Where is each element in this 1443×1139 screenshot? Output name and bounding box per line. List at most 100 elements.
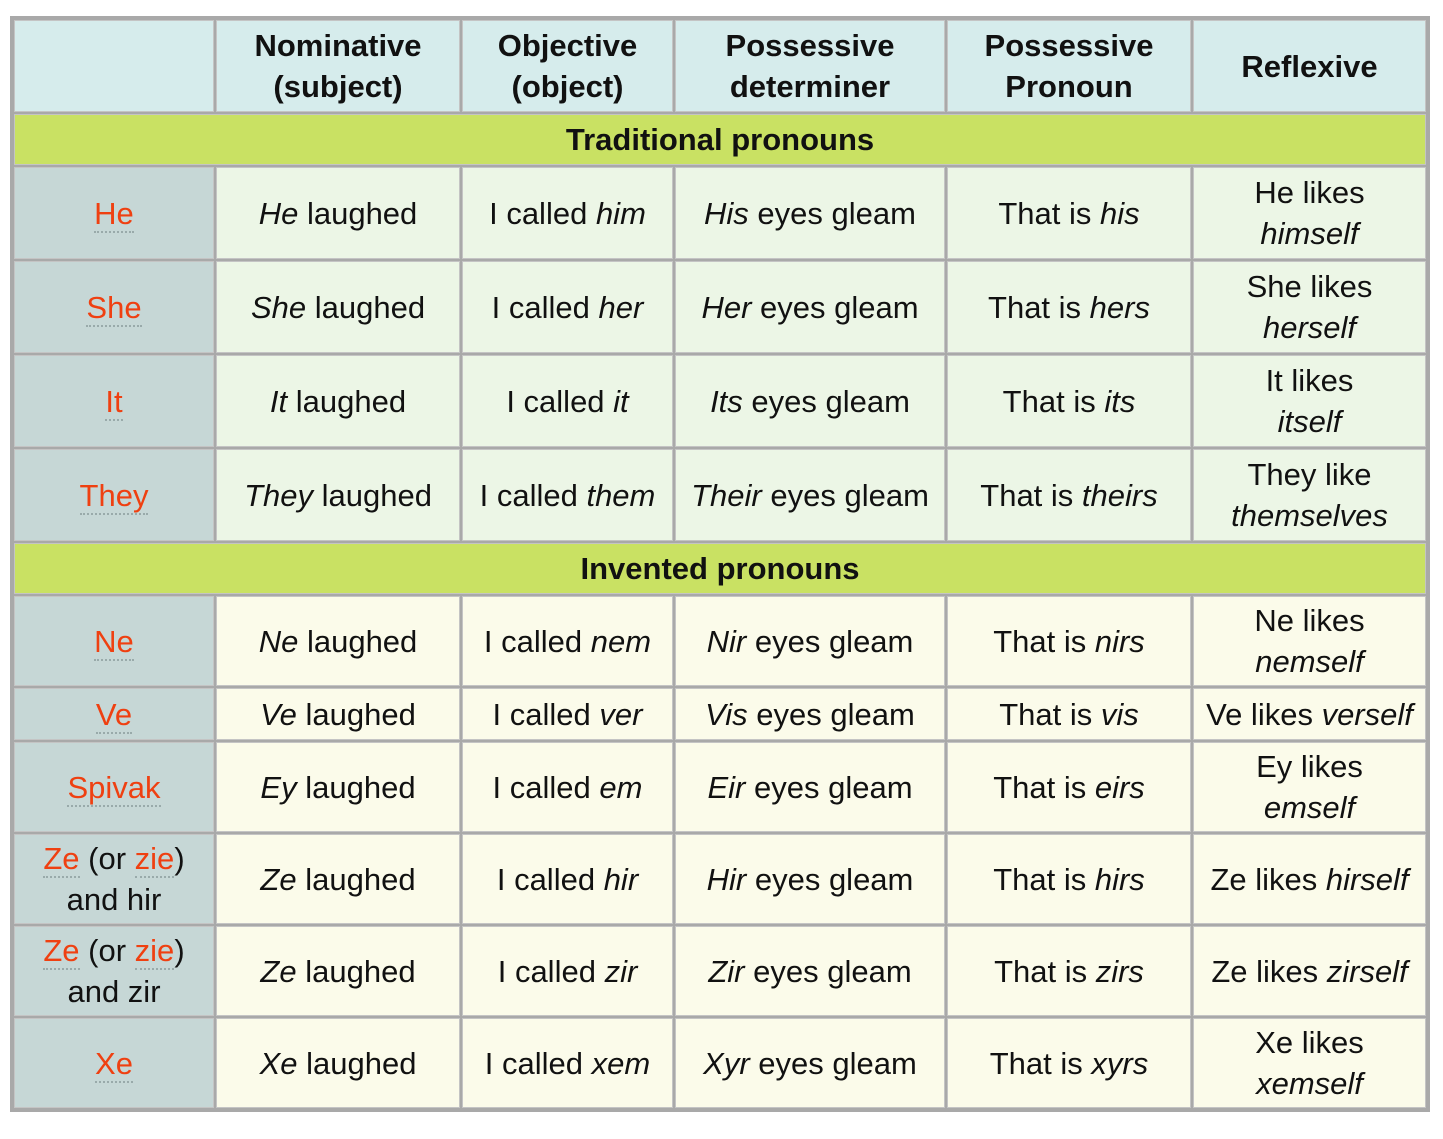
header-cell: Nominative (subject) xyxy=(216,20,460,112)
cell-italic: It xyxy=(269,383,288,419)
objective-cell: I called ver xyxy=(462,688,673,740)
cell-italic: himself xyxy=(1260,216,1359,251)
header-line: Objective xyxy=(497,28,638,63)
cell-italic: They xyxy=(244,477,313,513)
cell-italic: his xyxy=(1100,195,1140,231)
cell-italic: xem xyxy=(591,1045,651,1081)
objective-cell: I called hir xyxy=(462,834,673,924)
cell-text: They like xyxy=(1247,457,1372,492)
nominative-cell: Ne laughed xyxy=(216,596,460,686)
cell-text: laughed xyxy=(312,477,432,513)
reflexive-cell: Ze likes zirself xyxy=(1193,926,1426,1016)
nominative-cell: Ve laughed xyxy=(216,688,460,740)
section-title: Invented pronouns xyxy=(14,543,1426,594)
possessive-determiner-cell: Their eyes gleam xyxy=(675,449,945,541)
cell-text: I called xyxy=(496,861,604,897)
nominative-cell: Ey laughed xyxy=(216,742,460,832)
cell-text: eyes gleam xyxy=(749,1045,917,1081)
cell-italic: eirs xyxy=(1094,769,1145,805)
cell-italic: vis xyxy=(1100,696,1139,732)
cell-text: eyes gleam xyxy=(744,953,912,989)
possessive-pronoun-cell: That is eirs xyxy=(947,742,1191,832)
nominative-cell: It laughed xyxy=(216,355,460,447)
cell-italic: verself xyxy=(1321,696,1413,732)
possessive-determiner-cell: Nir eyes gleam xyxy=(675,596,945,686)
cell-italic: Zir xyxy=(708,953,745,989)
header-line: Pronoun xyxy=(1005,69,1133,104)
reflexive-cell: Ze likes hirself xyxy=(1193,834,1426,924)
pronoun-label: Xe xyxy=(14,1018,214,1108)
cell-italic: nirs xyxy=(1094,623,1145,659)
label-text: and hir xyxy=(66,882,162,917)
pronoun-table: Nominative (subject) Objective (object) Poss… xyxy=(10,16,1430,1112)
reflexive-cell: She likes herself xyxy=(1193,261,1426,353)
reflexive-cell: Ve likes verself xyxy=(1193,688,1426,740)
cell-text: I called xyxy=(479,477,587,513)
nominative-cell: They laughed xyxy=(216,449,460,541)
cell-italic: herself xyxy=(1262,310,1357,345)
possessive-pronoun-cell: That is theirs xyxy=(947,449,1191,541)
cell-text: That is xyxy=(993,623,1095,659)
possessive-pronoun-cell: That is vis xyxy=(947,688,1191,740)
cell-text: He likes xyxy=(1254,175,1365,210)
cell-text: eyes gleam xyxy=(747,696,915,732)
cell-italic: Ey xyxy=(260,769,297,805)
cell-text: It likes xyxy=(1265,363,1354,398)
header-cell: Possessive determiner xyxy=(675,20,945,112)
cell-text: laughed xyxy=(296,769,416,805)
possessive-pronoun-cell: That is its xyxy=(947,355,1191,447)
cell-italic: Eir xyxy=(707,769,746,805)
cell-text: laughed xyxy=(306,289,426,325)
cell-italic: Its xyxy=(710,383,743,419)
table-row: They They laughed I called them Their eyes … xyxy=(14,449,1426,541)
cell-text: laughed xyxy=(296,696,416,732)
cell-italic: xemself xyxy=(1256,1066,1363,1101)
header-line: Nominative xyxy=(254,28,422,63)
cell-italic: Hir xyxy=(706,861,747,897)
cell-text: laughed xyxy=(298,623,418,659)
cell-text: eyes gleam xyxy=(751,289,919,325)
cell-italic: Vis xyxy=(705,696,748,732)
label-text: ) xyxy=(174,841,185,876)
nominative-cell: He laughed xyxy=(216,167,460,259)
cell-text: eyes gleam xyxy=(761,477,929,513)
cell-italic: him xyxy=(595,195,646,231)
cell-text: I called xyxy=(492,696,600,732)
cell-italic: Nir xyxy=(706,623,747,659)
pronoun-label: She xyxy=(14,261,214,353)
header-cell xyxy=(14,20,214,112)
reflexive-cell: Ey likes emself xyxy=(1193,742,1426,832)
cell-italic: Xe xyxy=(259,1045,298,1081)
cell-text: eyes gleam xyxy=(748,195,916,231)
objective-cell: I called zir xyxy=(462,926,673,1016)
header-line: determiner xyxy=(729,69,891,104)
cell-text: That is xyxy=(988,289,1090,325)
cell-italic: her xyxy=(598,289,644,325)
objective-cell: I called xem xyxy=(462,1018,673,1108)
possessive-pronoun-cell: That is hirs xyxy=(947,834,1191,924)
cell-italic: He xyxy=(258,195,299,231)
pronoun-term: Xe xyxy=(95,1045,133,1083)
pronoun-label: Ze (or zie) and hir xyxy=(14,834,214,924)
cell-italic: nemself xyxy=(1255,644,1364,679)
cell-text: Ne likes xyxy=(1254,603,1365,638)
cell-text: That is xyxy=(994,953,1096,989)
pronoun-term: Ve xyxy=(95,696,133,734)
label-text: (or xyxy=(79,933,135,968)
cell-text: eyes gleam xyxy=(745,769,913,805)
cell-italic: She xyxy=(250,289,307,325)
reflexive-cell: Ne likes nemself xyxy=(1193,596,1426,686)
cell-text: I called xyxy=(484,1045,592,1081)
possessive-pronoun-cell: That is his xyxy=(947,167,1191,259)
objective-cell: I called it xyxy=(462,355,673,447)
cell-italic: Ze xyxy=(260,861,297,897)
cell-text: That is xyxy=(980,477,1082,513)
possessive-determiner-cell: Hir eyes gleam xyxy=(675,834,945,924)
cell-italic: hirself xyxy=(1325,861,1409,897)
pronoun-label: Ve xyxy=(14,688,214,740)
pronoun-label: Ne xyxy=(14,596,214,686)
reflexive-cell: They like themselves xyxy=(1193,449,1426,541)
objective-cell: I called em xyxy=(462,742,673,832)
header-line: (object) xyxy=(511,69,624,104)
table-header: Nominative (subject) Objective (object) Poss… xyxy=(14,20,1426,112)
